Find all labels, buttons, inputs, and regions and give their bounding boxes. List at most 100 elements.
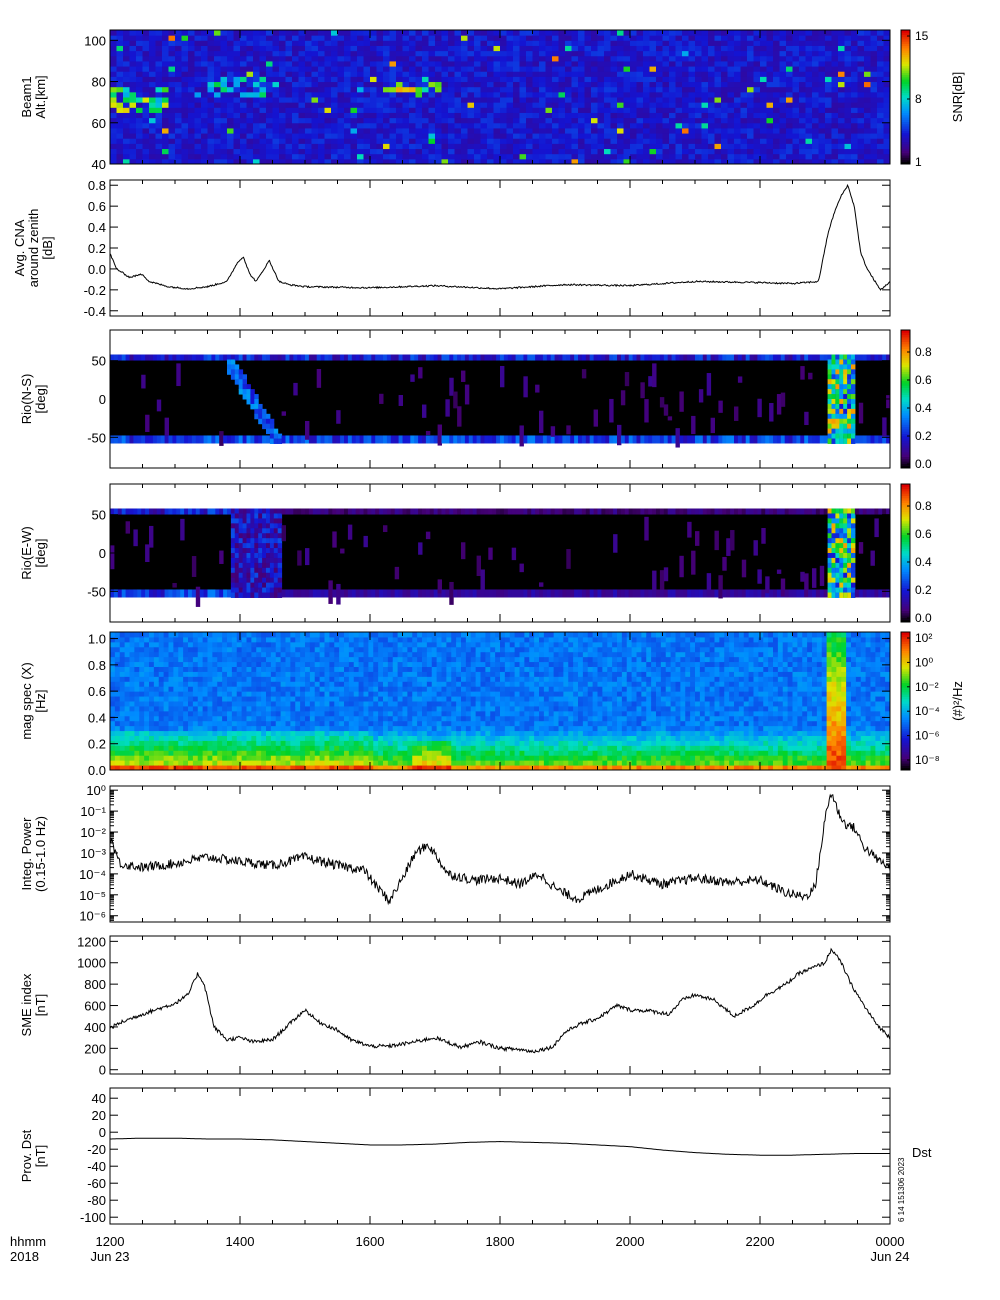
heatmap-cell [285,153,293,160]
heatmap-cell [415,97,423,103]
heatmap-cell [168,508,173,515]
heatmap-cell [337,86,345,93]
heatmap-cell [844,71,852,77]
heatmap-cell [623,66,631,72]
heatmap-cell [259,76,267,83]
heatmap-cell [266,518,271,524]
heatmap-cell [207,107,215,113]
heatmap-cell [718,400,723,413]
heatmap-cell [250,582,255,589]
heatmap-cell [350,45,358,52]
heatmap-cell [591,127,598,134]
heatmap-cell [506,35,514,41]
heatmap-cell [279,143,286,150]
heatmap-cell [242,374,247,380]
heatmap-cell [675,148,683,155]
heatmap-cell [350,112,358,119]
heatmap-cell [116,102,124,108]
heatmap-cell [273,577,279,584]
heatmap-cell [851,143,858,150]
heatmap-cell [266,543,271,549]
heatmap-cell [272,40,280,46]
heatmap-cell [649,117,657,124]
heatmap-cell [769,589,774,598]
heatmap-cell [747,55,754,62]
colorbar-cell [901,573,910,577]
heatmap-cell [188,97,195,103]
heatmap-cell [233,50,241,57]
heatmap-cell [812,66,819,72]
heatmap-cell [480,122,488,129]
heatmap-cell [259,158,267,165]
heatmap-cell [269,528,275,534]
heatmap-cell [316,508,322,515]
heatmap-cell [669,122,676,129]
heatmap-cell [402,60,410,67]
heatmap-cell [643,97,650,103]
heatmap-cell [878,589,883,598]
heatmap-cell [363,50,371,57]
heatmap-cell [246,30,254,36]
colorbar-cell [901,417,910,421]
heatmap-cell [240,30,247,36]
rio_ns-ylabel-line: Rio(N-S) [19,374,34,425]
heatmap-cell [688,97,696,103]
heatmap-cell [298,127,306,134]
heatmap-cell [571,138,579,144]
heatmap-cell [765,508,770,515]
heatmap-cell [129,97,137,103]
heatmap-cell [155,50,163,57]
heatmap-cell [142,55,150,62]
heatmap-cell [376,133,384,139]
heatmap-cell [344,112,351,119]
heatmap-cell [480,97,488,103]
heatmap-cell [779,148,787,155]
heatmap-cell [230,553,236,559]
heatmap-cell [636,158,644,165]
heatmap-cell [331,117,338,124]
heatmap-cell [305,107,312,113]
heatmap-cell [402,76,410,83]
heatmap-cell [435,138,442,144]
heatmap-cell [565,30,572,36]
heatmap-cell [546,435,552,444]
heatmap-cell [468,508,474,515]
heatmap-cell [526,86,533,93]
heatmap-cell [324,153,332,160]
heatmap-cell [389,76,397,83]
heatmap-cell [624,589,630,598]
heatmap-cell [409,127,416,134]
heatmap-cell [835,384,840,390]
heatmap-cell [129,127,137,134]
heatmap-cell [428,91,436,98]
heatmap-cell [371,508,376,515]
heatmap-cell [461,81,468,88]
heatmap-cell [513,127,520,134]
heatmap-cell [238,369,244,375]
heatmap-cell [558,158,566,165]
heatmap-cell [883,102,891,108]
heatmap-cell [233,40,241,46]
heatmap-cell [636,117,644,124]
heatmap-cell [656,45,663,52]
heatmap-cell [624,354,630,361]
heatmap-cell [480,127,488,134]
heatmap-cell [370,40,377,46]
heatmap-cell [831,374,836,380]
heatmap-cell [784,354,790,361]
colorbar-cell [901,605,910,609]
heatmap-cell [396,76,403,83]
heatmap-cell [706,573,712,596]
heatmap-cell [623,81,631,88]
heatmap-cell [324,81,332,88]
heatmap-cell [258,543,263,549]
heatmap-cell [305,86,312,93]
heatmap-cell [623,60,631,67]
heatmap-cell [461,158,468,165]
heatmap-cell [292,81,299,88]
heatmap-cell [437,508,442,515]
heatmap-cell [766,40,774,46]
heatmap-cell [698,389,704,403]
heatmap-cell [843,592,848,598]
heatmap-cell [211,354,216,361]
